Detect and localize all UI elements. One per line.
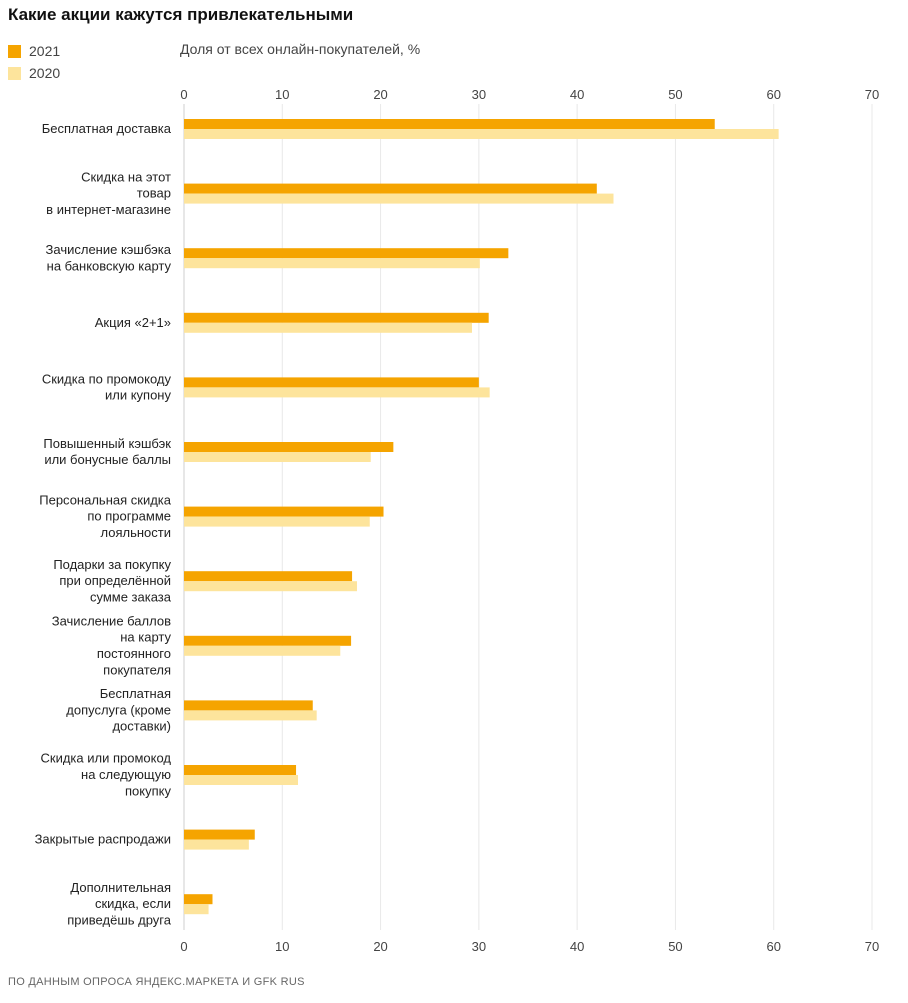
x-tick-label-bottom-70: 70 (865, 939, 879, 954)
bar-2020-11 (184, 839, 249, 850)
category-label-line: покупателя (103, 662, 171, 677)
x-tick-label-bottom-50: 50 (668, 939, 682, 954)
category-label-2: Зачисление кэшбэка на банковскую карту (46, 242, 172, 273)
bar-2020-10 (184, 775, 299, 785)
x-tick-label-top-70: 70 (865, 87, 879, 102)
bar-2021-9 (184, 700, 313, 711)
category-label-line: покупку (125, 783, 171, 798)
source-footer: ПО ДАННЫМ ОПРОСА ЯНДЕКС.МАРКЕТА И GFK RU… (8, 976, 305, 988)
bar-2021-4 (184, 377, 479, 388)
category-label-9: Бесплатная допуслуга (кроме доставки) (66, 686, 171, 734)
category-label-line: Акция «2+1» (95, 315, 171, 330)
category-label-line: приведёшь друга (67, 913, 171, 928)
legend: 2021 2020 (8, 40, 60, 84)
category-label-line: в интернет-магазине (46, 202, 171, 217)
category-label-line: Повышенный кэшбэк (43, 436, 171, 451)
x-tick-label-top-40: 40 (570, 87, 584, 102)
bar-2020-2 (184, 258, 480, 269)
category-label-5: Повышенный кэшбэк или бонусные баллы (43, 436, 171, 467)
bar-2020-6 (184, 516, 370, 527)
bar-2021-3 (184, 312, 489, 323)
bar-2021-7 (184, 571, 353, 582)
x-axis-caption: Доля от всех онлайн-покупателей, % (180, 41, 421, 57)
bar-2021-11 (184, 829, 255, 840)
category-label-line: на карту (120, 630, 171, 645)
category-label-line: Зачисление кэшбэка (46, 242, 172, 257)
bar-2020-9 (184, 710, 317, 721)
chart-title: Какие акции кажутся привлекательными (8, 5, 354, 24)
bar-2021-0 (184, 119, 715, 129)
bar-2020-0 (184, 129, 779, 139)
category-label-11: Закрытые распродажи (35, 832, 171, 847)
legend-label-2021: 2021 (29, 43, 61, 59)
legend-item-2021: 2021 (8, 40, 60, 62)
bar-2021-5 (184, 442, 394, 452)
legend-item-2020: 2020 (8, 62, 60, 84)
category-label-line: Закрытые распродажи (35, 832, 171, 847)
bar-2020-1 (184, 193, 614, 204)
category-label-6: Персональная скидка по программе лояльност… (39, 492, 172, 540)
category-label-line: или купону (105, 388, 172, 403)
category-label-7: Подарки за покупку при определённой сумме … (53, 557, 171, 605)
category-label-line: постоянного (97, 646, 171, 661)
legend-swatch-2021 (8, 44, 21, 58)
x-tick-label-bottom-40: 40 (570, 939, 584, 954)
x-tick-label-bottom-30: 30 (472, 939, 486, 954)
category-label-line: при определённой (59, 573, 171, 588)
x-tick-label-bottom-60: 60 (766, 939, 780, 954)
category-label-line: на следующую (81, 767, 171, 782)
bar-2021-1 (184, 183, 597, 194)
x-tick-label-top-10: 10 (275, 87, 289, 102)
bar-2020-7 (184, 581, 357, 592)
category-label-line: доставки) (112, 719, 171, 734)
category-label-line: Бесплатная доставка (42, 121, 172, 136)
category-label-10: Скидка или промокод на следующую покупку (41, 751, 172, 799)
category-label-line: по программе (87, 509, 171, 524)
category-label-line: Подарки за покупку (53, 557, 171, 572)
x-tick-label-bottom-10: 10 (275, 939, 289, 954)
category-label-8: Зачисление баллов на карту постоянного поку… (52, 613, 172, 677)
category-label-line: товар (137, 186, 171, 201)
category-label-line: Скидка по промокоду (42, 371, 172, 386)
category-label-12: Дополнительная скидка, если приведёшь друг… (67, 880, 171, 928)
category-label-line: Персональная скидка (39, 492, 172, 507)
category-label-3: Акция «2+1» (95, 315, 171, 330)
x-tick-label-top-0: 0 (180, 87, 187, 102)
bar-2020-12 (184, 904, 209, 915)
category-label-line: Скидка или промокод (41, 751, 172, 766)
category-label-0: Бесплатная доставка (42, 121, 172, 136)
category-label-line: или бонусные баллы (44, 452, 171, 467)
bar-2021-8 (184, 635, 352, 646)
category-label-4: Скидка по промокоду или купону (42, 371, 172, 402)
bar-2021-12 (184, 894, 213, 905)
category-label-line: сумме заказа (90, 590, 172, 605)
x-tick-label-bottom-20: 20 (373, 939, 387, 954)
x-tick-label-top-20: 20 (373, 87, 387, 102)
category-label-line: скидка, если (95, 896, 171, 911)
legend-label-2020: 2020 (29, 65, 61, 81)
category-label-line: лояльности (101, 525, 171, 540)
bar-2021-10 (184, 765, 297, 775)
bar-2021-6 (184, 506, 384, 517)
x-tick-label-top-30: 30 (472, 87, 486, 102)
x-tick-label-bottom-0: 0 (180, 939, 187, 954)
category-label-line: Бесплатная (100, 686, 171, 701)
category-label-1: Скидка на этот товар в интернет-магазине (46, 169, 171, 217)
category-label-line: на банковскую карту (47, 258, 172, 273)
x-tick-label-top-50: 50 (668, 87, 682, 102)
bar-2020-3 (184, 322, 472, 333)
bar-2021-2 (184, 248, 509, 259)
x-tick-label-top-60: 60 (766, 87, 780, 102)
category-label-line: допуслуга (кроме (66, 702, 171, 717)
category-label-line: Скидка на этот (81, 169, 171, 184)
bar-2020-8 (184, 645, 341, 656)
category-label-line: Зачисление баллов (52, 613, 171, 628)
bar-2020-5 (184, 452, 371, 462)
bar-2020-4 (184, 387, 490, 398)
category-label-line: Дополнительная (70, 880, 171, 895)
legend-swatch-2020 (8, 66, 21, 80)
